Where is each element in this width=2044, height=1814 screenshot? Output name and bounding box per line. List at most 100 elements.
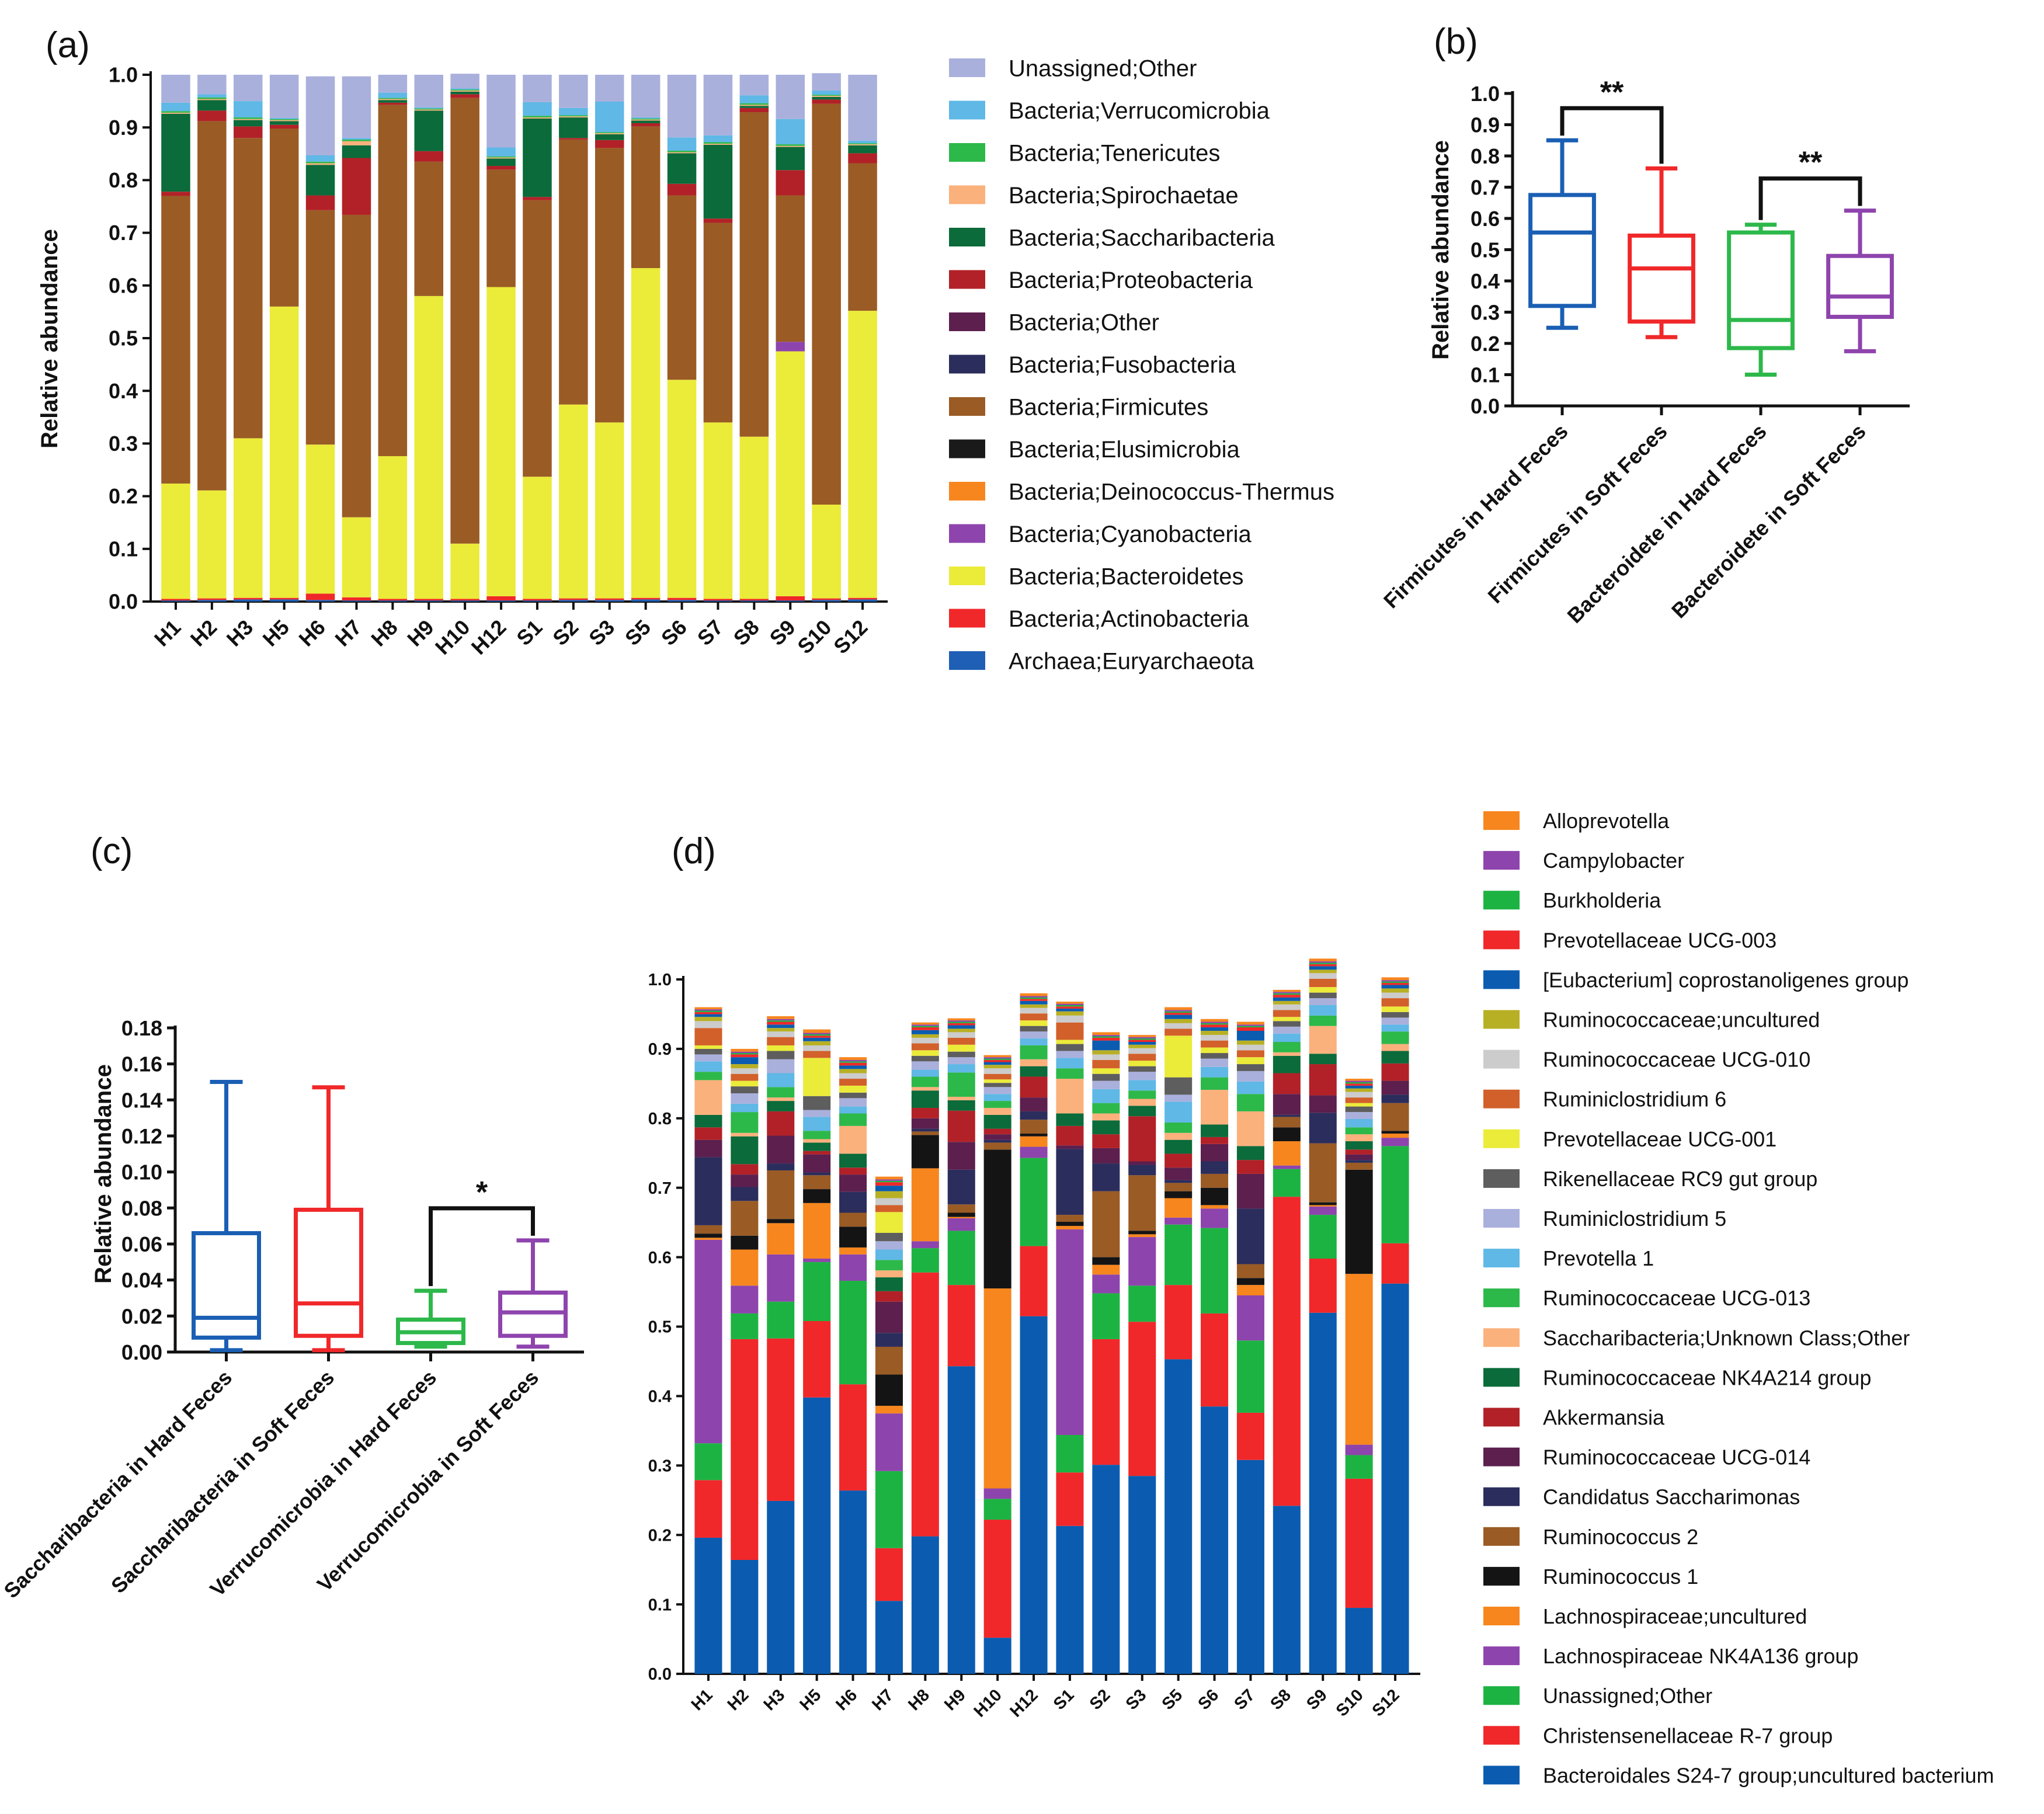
d-bar-segment [731, 1054, 759, 1058]
a-bar-segment [342, 141, 371, 145]
a-bar-segment [233, 138, 263, 439]
d-bar-segment [1056, 1434, 1084, 1473]
a-bar-segment [812, 73, 841, 91]
d-bar-segment [875, 1205, 903, 1212]
d-bar-segment [911, 1107, 939, 1118]
a-bar-segment [233, 120, 263, 127]
a-x-tick-label: H7 [330, 615, 366, 651]
a-bar-segment [342, 158, 371, 215]
a-bar-segment [703, 600, 733, 602]
d-bar-segment [875, 1270, 903, 1278]
d-bar-segment [1020, 1059, 1048, 1066]
d-bar-segment [694, 1072, 722, 1080]
d-bar-segment [767, 1037, 795, 1045]
a-legend-label: Bacteria;Bacteroidetes [1009, 564, 1243, 589]
d-bar-segment [1092, 1191, 1120, 1257]
d-bar-segment [839, 1226, 867, 1247]
c-y-tick-label: 0.06 [121, 1232, 162, 1256]
d-x-tick-label: H5 [796, 1686, 825, 1714]
d-legend-swatch [1483, 1368, 1520, 1387]
a-bar-segment [450, 599, 479, 601]
a-bar-segment [486, 156, 516, 158]
d-bar-segment [911, 1024, 939, 1026]
c-y-tick-label: 0.08 [121, 1196, 162, 1220]
d-bar-segment [1236, 1057, 1264, 1065]
d-bar-segment [694, 1028, 722, 1045]
d-legend-swatch [1483, 1169, 1520, 1188]
c-x-tick-label: Saccharibacteria in Hard Feces [0, 1365, 237, 1603]
d-bar-segment [1056, 1005, 1084, 1007]
d-bar-segment [1345, 1103, 1373, 1107]
a-bar-segment [523, 102, 552, 116]
d-bar-segment [947, 1204, 975, 1213]
d-bar-segment [875, 1186, 903, 1191]
d-bar-segment [875, 1179, 903, 1181]
d-bar-segment [694, 1009, 722, 1011]
d-bar-segment [694, 1054, 722, 1062]
d-bar-segment [1201, 1021, 1229, 1023]
d-bar-segment [1164, 1035, 1193, 1078]
d-bar-segment [875, 1277, 903, 1291]
d-x-tick-label: S10 [1333, 1686, 1367, 1720]
a-bar-segment [450, 88, 479, 90]
d-bar-segment [1345, 1444, 1373, 1455]
a-y-tick-label: 0.8 [109, 168, 138, 192]
a-bar-segment [848, 599, 877, 602]
d-bar-segment [911, 1026, 939, 1028]
a-bar-segment [559, 107, 588, 116]
d-bar-segment [767, 1101, 795, 1111]
a-legend-swatch [949, 58, 985, 77]
d-bar-segment [983, 1068, 1011, 1074]
d-y-tick-label: 1.0 [648, 971, 672, 989]
d-bar-segment [1092, 1120, 1120, 1135]
d-bar-segment [1128, 1061, 1156, 1066]
d-legend-label: Candidatus Saccharimonas [1543, 1485, 1800, 1509]
d-bar-segment [1092, 1068, 1120, 1074]
d-bar-segment [1164, 1013, 1193, 1015]
d-y-tick-label: 0.7 [648, 1179, 672, 1198]
d-bar-segment [1056, 1058, 1084, 1069]
a-legend-swatch [949, 651, 985, 670]
d-bar-segment [803, 1154, 831, 1173]
d-x-tick-label: H1 [688, 1686, 717, 1714]
d-legend-label: Ruminococcaceae;uncultured [1543, 1007, 1820, 1031]
d-bar-segment [1056, 1226, 1084, 1230]
d-bar-segment [839, 1254, 867, 1281]
d-bar-segment [1236, 1295, 1264, 1341]
d-x-tick-label: S8 [1267, 1686, 1295, 1714]
d-bar-segment [1128, 1040, 1156, 1042]
d-bar-segment [1345, 1141, 1373, 1150]
panel-c-tag: (c) [91, 831, 133, 871]
a-x-tick-label: H10 [430, 615, 475, 659]
a-bar-segment [450, 600, 479, 602]
d-bar-segment [839, 1281, 867, 1385]
a-y-tick-label: 0.9 [109, 116, 138, 140]
d-x-tick-label: S9 [1303, 1686, 1331, 1714]
d-bar-segment [1092, 1040, 1120, 1051]
a-bar-segment [848, 311, 877, 598]
d-bar-segment [1381, 1094, 1409, 1103]
d-bar-segment [1345, 1127, 1373, 1135]
a-bar-segment [342, 145, 371, 158]
d-bar-segment [1381, 992, 1409, 999]
d-bar-segment [1128, 1037, 1156, 1039]
a-y-tick-label: 0.2 [109, 484, 138, 508]
d-bar-segment [767, 1073, 795, 1087]
d-x-tick-label: H8 [905, 1686, 933, 1714]
a-bar-segment [631, 118, 661, 120]
d-bar-segment [983, 1094, 1011, 1101]
d-bar-segment [1236, 1021, 1264, 1025]
d-bar-segment [1309, 1258, 1337, 1313]
d-legend-swatch [1483, 1726, 1520, 1745]
d-legend-label: Ruminococcus 1 [1543, 1565, 1698, 1589]
d-bar-segment [911, 1050, 939, 1056]
d-bar-segment [731, 1339, 759, 1561]
a-x-tick-label: S8 [729, 615, 764, 650]
d-bar-segment [983, 1638, 1011, 1674]
d-bar-segment [1128, 1080, 1156, 1091]
d-bar-segment [1309, 998, 1337, 1005]
a-bar-segment [269, 75, 299, 118]
a-bar-segment [486, 600, 516, 602]
d-bar-segment [767, 1051, 795, 1059]
d-bar-segment [1381, 985, 1409, 989]
